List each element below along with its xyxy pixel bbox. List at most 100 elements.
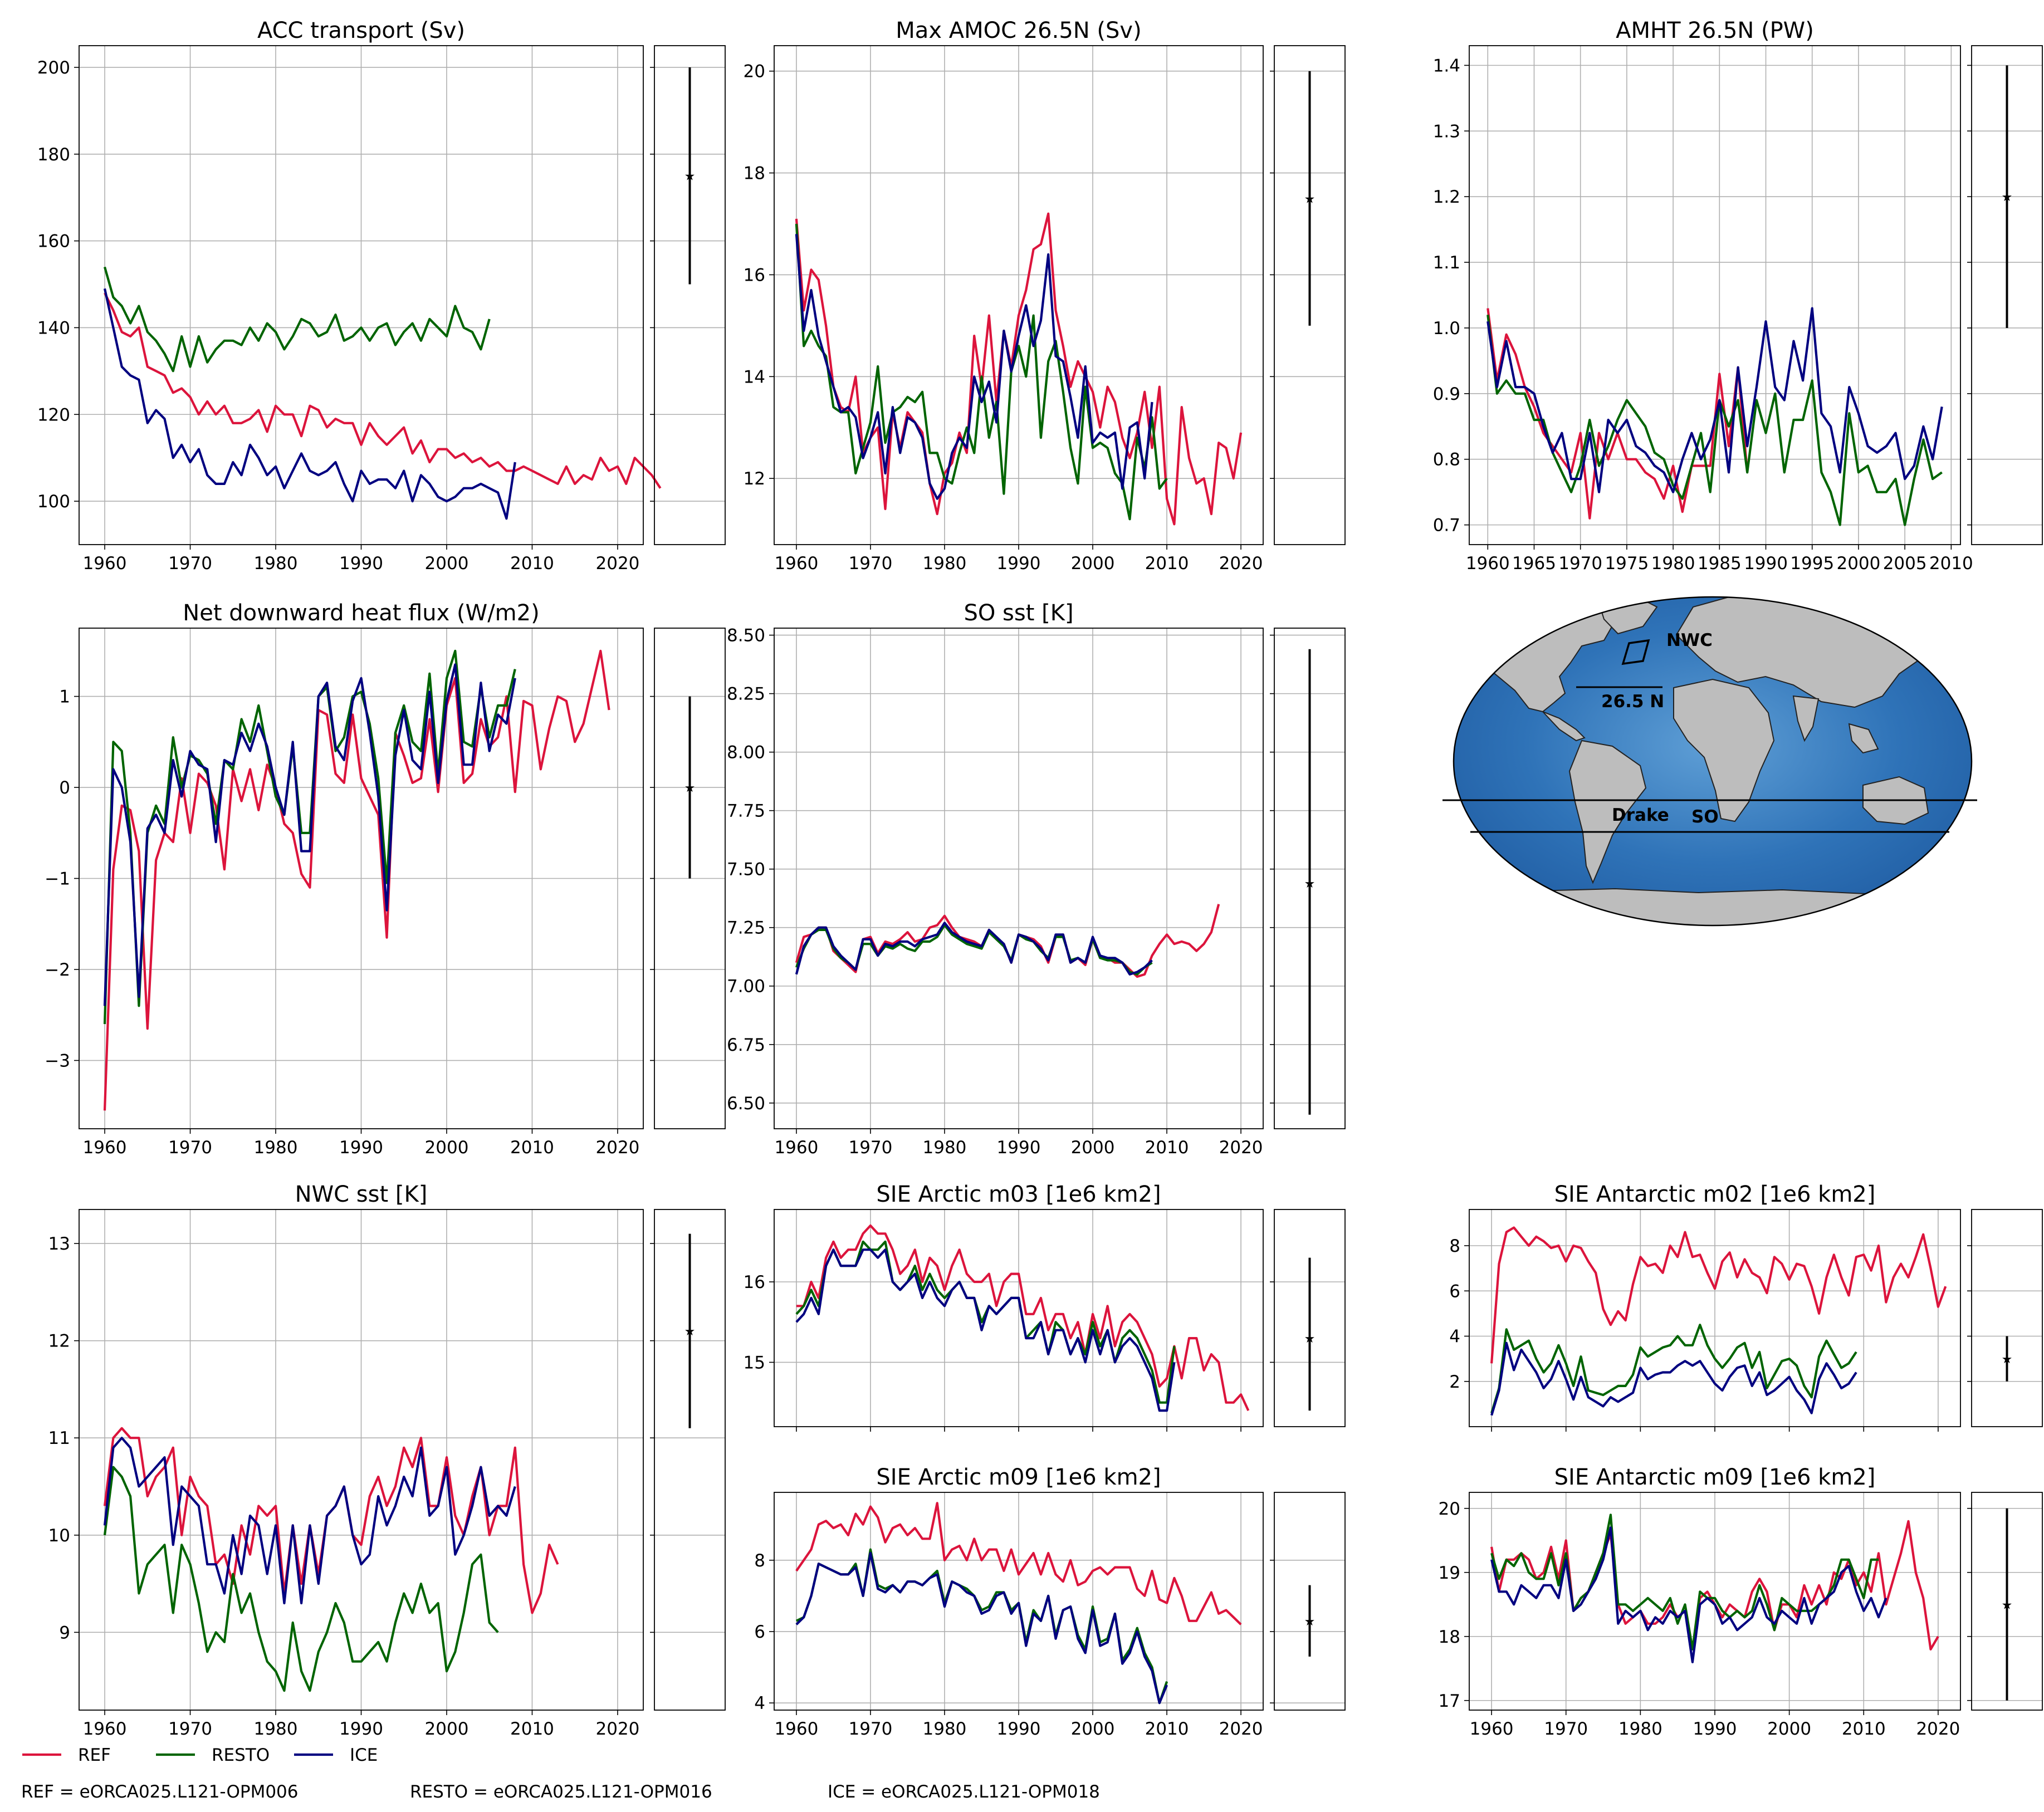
panel-hf: Net downward heat flux (W/m2) 1960 1970 198… [45, 600, 726, 1158]
y-tick-label: 17 [1439, 1691, 1460, 1711]
footnote-ice: ICE = eORCA025.L121-OPM018 [828, 1782, 1100, 1802]
y-tick-label: 4 [1449, 1327, 1460, 1347]
map-land-africa [1673, 678, 1775, 822]
x-tick-label: 1960 [774, 554, 818, 574]
panel-title: SIE Arctic m03 [1e6 km2] [876, 1182, 1161, 1207]
series-line-ref [104, 292, 662, 489]
y-tick-label: 15 [744, 1353, 765, 1373]
x-tick-label: 1995 [1790, 554, 1834, 574]
x-tick-label: 2010 [1145, 554, 1189, 574]
footnotes: REF = eORCA025.L121-OPM006 RESTO = eORCA… [21, 1782, 1100, 1802]
x-tick-label: 2020 [1916, 1719, 1960, 1739]
obs-frame [654, 45, 726, 545]
y-tick-label: 16 [744, 1272, 765, 1292]
panel-arc03: SIE Arctic m03 [1e6 km2] 15 16 ★ [744, 1182, 1346, 1432]
x-tick-label: 2005 [1883, 554, 1927, 574]
panel-acc: ACC transport (Sv) 1960 1970 1980 1990 2000 20… [37, 18, 726, 574]
y-tick-label: −1 [45, 869, 70, 889]
panel-title: NWC sst [K] [295, 1182, 428, 1207]
map-outline [1453, 596, 1973, 927]
panel-amht: AMHT 26.5N (PW)1960 1965 1970 1975 1980 1985 1… [1433, 18, 2043, 574]
series-line-ice [1486, 307, 1943, 493]
obs-mean-marker: ★ [684, 1325, 696, 1339]
map-land-antarctica [1454, 888, 1972, 925]
obs-frame [1971, 1492, 2043, 1711]
series-line-ice [1490, 1341, 1857, 1416]
panel-arc09: SIE Arctic m09 [1e6 km2] 1960 1970 1980 1990… [754, 1465, 1346, 1739]
obs-frame [1274, 628, 1346, 1129]
legend-label-ref: REF [78, 1745, 111, 1765]
y-tick-label: 12 [48, 1331, 70, 1351]
y-tick-label: 9 [59, 1623, 70, 1643]
series-line-ref [103, 649, 610, 1111]
x-tick-label: 2020 [596, 1719, 640, 1739]
x-tick-label: 2020 [596, 554, 640, 574]
map-label-so: SO [1691, 807, 1719, 827]
obs-mean-marker: ★ [684, 781, 696, 795]
y-tick-label: 8.00 [727, 743, 765, 763]
y-tick-label: 16 [744, 265, 765, 285]
obs-frame [1274, 1209, 1346, 1427]
series-line-ref [795, 904, 1220, 978]
y-tick-label: 6.50 [727, 1094, 765, 1114]
x-tick-label: 1990 [339, 554, 383, 574]
y-tick-label: 0.9 [1433, 384, 1460, 404]
y-tick-label: 8 [1449, 1236, 1460, 1256]
panel-title: SO sst [K] [964, 600, 1073, 626]
y-tick-label: 1.0 [1433, 319, 1460, 339]
x-tick-label: 1980 [923, 1138, 967, 1158]
x-tick-label: 1960 [1470, 1719, 1514, 1739]
x-tick-label: 1970 [1558, 554, 1602, 574]
plot-frame [1469, 45, 1961, 545]
y-tick-label: 0.7 [1433, 516, 1460, 536]
panel-title: AMHT 26.5N (PW) [1616, 18, 1814, 43]
x-tick-label: 2010 [510, 1719, 554, 1739]
y-tick-label: 8 [754, 1551, 765, 1571]
x-tick-label: 2020 [596, 1138, 640, 1158]
series-line-resto [1490, 1514, 1879, 1651]
x-tick-label: 2010 [510, 554, 554, 574]
y-tick-label: 8.50 [727, 626, 765, 646]
x-tick-label: 1960 [774, 1138, 818, 1158]
y-tick-label: 140 [37, 318, 70, 338]
panel-title: Max AMOC 26.5N (Sv) [896, 18, 1141, 43]
x-tick-label: 1990 [339, 1719, 383, 1739]
obs-frame [1274, 45, 1346, 545]
x-tick-label: 2020 [1219, 554, 1263, 574]
y-tick-label: −3 [45, 1051, 70, 1071]
panel-title: ACC transport (Sv) [257, 18, 465, 43]
x-tick-label: 1960 [83, 1138, 127, 1158]
obs-frame [654, 628, 726, 1129]
obs-mean-marker: ★ [2002, 1353, 2013, 1367]
y-tick-label: 6 [1449, 1281, 1460, 1301]
y-tick-label: 180 [37, 145, 70, 165]
x-tick-label: 2000 [425, 554, 469, 574]
y-tick-label: −2 [45, 960, 70, 980]
x-tick-label: 1980 [1651, 554, 1695, 574]
obs-frame [1971, 1209, 2043, 1427]
legend-label-resto: RESTO [212, 1745, 270, 1765]
x-tick-label: 2020 [1219, 1138, 1263, 1158]
x-tick-label: 1965 [1512, 554, 1556, 574]
series-line-resto [795, 223, 1168, 521]
panel-nwc: NWC sst [K] 1960 1970 1980 1990 2000 2010 2020 9… [48, 1182, 726, 1739]
series-line-ice [1490, 1526, 1887, 1663]
obs-mean-marker: ★ [2002, 1598, 2013, 1612]
map-land-india [1792, 695, 1820, 742]
x-tick-label: 1970 [168, 554, 212, 574]
series-line-ice [103, 288, 516, 520]
x-tick-label: 1990 [1693, 1719, 1737, 1739]
obs-mean-marker: ★ [1304, 1332, 1316, 1346]
y-tick-label: 13 [48, 1234, 70, 1254]
panel-ant09: SIE Antarctic m09 [1e6 km2] 1960 1970 1980 1… [1439, 1465, 2043, 1739]
x-tick-label: 2000 [1836, 554, 1880, 574]
x-tick-label: 1975 [1605, 554, 1649, 574]
y-tick-label: 14 [744, 367, 765, 387]
x-tick-label: 1980 [254, 1719, 298, 1739]
x-tick-label: 2000 [1767, 1719, 1811, 1739]
y-tick-label: 200 [37, 58, 70, 78]
x-tick-label: 1960 [83, 1719, 127, 1739]
x-tick-label: 1970 [168, 1138, 212, 1158]
world-map: NWC 26.5 N Drake SO [1442, 596, 1977, 927]
y-tick-label: 6.75 [727, 1035, 765, 1055]
